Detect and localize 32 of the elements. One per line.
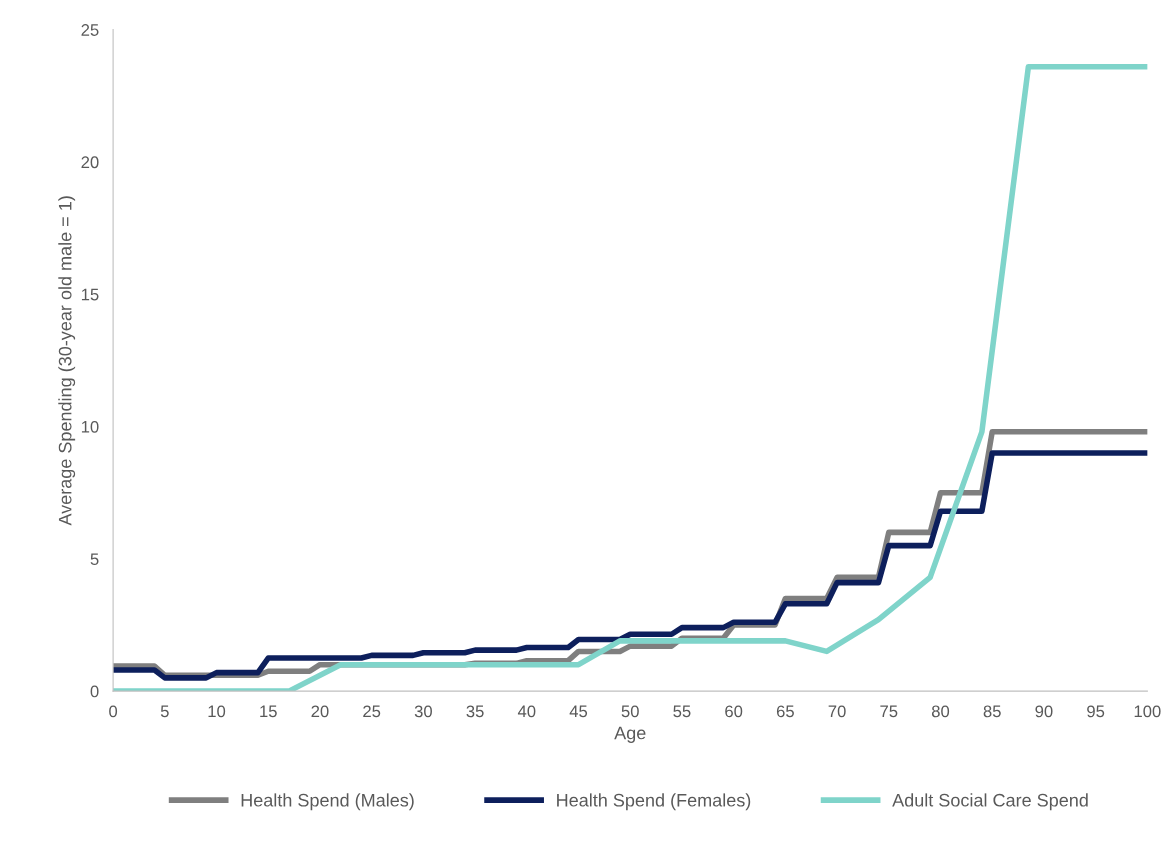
legend-label: Health Spend (Females) (557, 793, 751, 811)
y-tick-label: 10 (81, 420, 99, 433)
x-tick-label: 40 (517, 705, 536, 718)
x-tick-label: 55 (673, 705, 691, 718)
y-axis-title: Average Spending (30-year old male = 1) (58, 196, 76, 526)
x-tick-label: 0 (109, 705, 118, 718)
x-tick-label: 35 (466, 705, 484, 718)
legend-label: Health Spend (Males) (241, 793, 414, 811)
x-tick-label: 60 (725, 705, 743, 718)
x-tick-label: 45 (569, 705, 588, 718)
legend-label: Adult Social Care Spend (892, 793, 1088, 811)
x-tick-label: 95 (1087, 705, 1105, 718)
x-tick-label: 85 (983, 705, 1001, 718)
x-tick-label: 10 (208, 705, 226, 718)
x-tick-label: 90 (1035, 705, 1053, 718)
y-tick-label: 25 (81, 24, 99, 36)
y-tick-label: 15 (81, 288, 99, 301)
x-axis-title: Age (614, 726, 646, 743)
y-tick-label: 5 (90, 553, 99, 566)
y-tick-label: 0 (90, 685, 99, 698)
x-tick-label: 30 (414, 705, 432, 718)
x-tick-label: 25 (363, 705, 381, 718)
x-tick-label: 50 (621, 705, 639, 718)
x-tick-label: 100 (1134, 705, 1161, 718)
x-tick-label: 75 (880, 705, 898, 718)
x-tick-label: 65 (776, 705, 794, 718)
x-tick-label: 15 (260, 705, 277, 718)
x-tick-label: 20 (311, 705, 329, 718)
x-tick-label: 80 (931, 705, 950, 718)
x-tick-label: 5 (160, 705, 169, 718)
x-tick-label: 70 (828, 705, 846, 718)
y-tick-label: 20 (81, 156, 99, 169)
